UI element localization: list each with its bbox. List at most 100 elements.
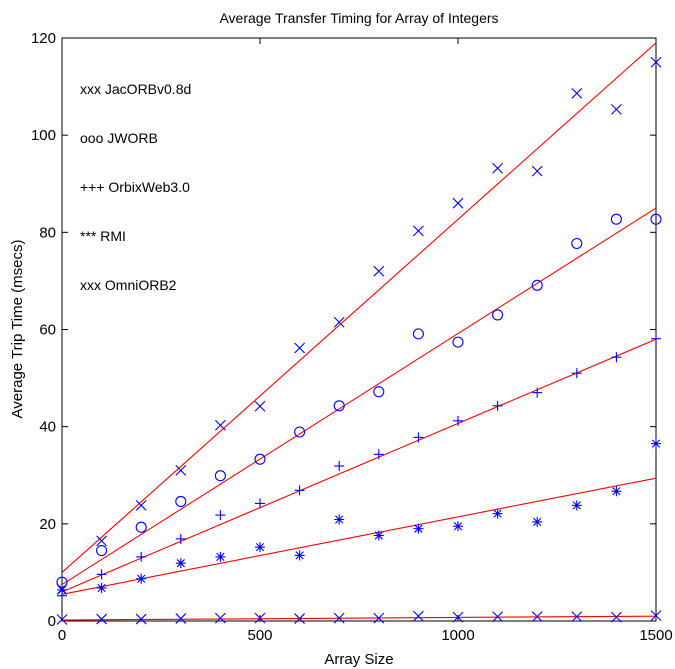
plot-area	[61, 37, 657, 622]
y-tick-label: 100	[31, 127, 56, 144]
data-point-series-1	[611, 104, 622, 115]
data-point-series-5	[611, 611, 622, 623]
data-point-series-4	[175, 558, 186, 569]
data-point-series-4	[294, 550, 305, 561]
x-tick-label: 1500	[639, 627, 672, 644]
data-point-series-2	[531, 279, 543, 291]
data-point-series-3	[532, 387, 543, 398]
data-point-series-2	[452, 336, 464, 348]
data-point-series-1	[531, 165, 543, 177]
data-point-series-2	[492, 309, 504, 321]
data-point-series-3	[373, 449, 384, 460]
data-point-series-3	[294, 485, 305, 496]
data-point-series-2	[214, 470, 226, 482]
data-point-series-5	[175, 613, 187, 624]
data-point-series-3	[453, 415, 463, 426]
data-point-series-3	[651, 333, 661, 344]
data-point-series-4	[492, 508, 503, 519]
data-point-series-1	[492, 162, 503, 174]
data-point-series-1	[175, 465, 187, 476]
y-tick-label: 120	[31, 30, 56, 47]
fit-lines-layer	[61, 42, 657, 621]
chart-title: Average Transfer Timing for Array of Int…	[219, 10, 498, 26]
data-point-series-4	[453, 521, 463, 532]
fit-line-series-3	[61, 338, 657, 593]
data-point-series-4	[255, 542, 265, 553]
data-point-series-5	[413, 610, 424, 622]
data-point-series-2	[254, 453, 266, 465]
legend-annotation: +++ OrbixWeb3.0	[80, 179, 190, 195]
y-axis-label: Average Trip Time (msecs)	[9, 240, 26, 419]
legend-annotation: ooo JWORB	[80, 130, 158, 146]
data-point-series-4	[571, 500, 582, 511]
data-point-series-1	[96, 535, 107, 547]
data-point-series-4	[215, 551, 226, 562]
x-tick-label: 1000	[441, 627, 474, 644]
data-point-series-1	[215, 419, 226, 431]
markers-layer	[56, 56, 662, 625]
data-point-series-1	[254, 400, 266, 412]
data-point-series-2	[610, 213, 622, 225]
data-point-series-1	[294, 342, 305, 354]
data-point-series-2	[373, 386, 385, 398]
data-point-series-2	[96, 545, 108, 557]
legend-annotation: *** RMI	[80, 228, 126, 244]
data-point-series-4	[373, 530, 384, 541]
legend-annotation: xxx OmniORB2	[80, 277, 177, 293]
data-point-series-3	[136, 551, 147, 562]
data-point-series-2	[294, 426, 306, 438]
data-point-series-3	[334, 461, 345, 472]
data-point-series-5	[56, 614, 68, 625]
x-axis-label: Array Size	[324, 651, 393, 668]
data-point-series-4	[57, 584, 67, 595]
data-point-series-5	[452, 611, 464, 623]
data-point-series-2	[571, 237, 583, 250]
data-point-series-3	[611, 352, 622, 363]
data-point-series-2	[175, 495, 187, 508]
x-tick-label: 0	[58, 627, 66, 644]
data-point-series-1	[571, 87, 583, 99]
data-point-series-2	[412, 328, 424, 340]
data-point-series-3	[571, 368, 582, 379]
data-point-series-4	[611, 486, 622, 497]
y-tick-label: 40	[39, 419, 56, 436]
y-tick-label: 80	[39, 224, 56, 241]
data-point-series-5	[492, 611, 503, 623]
data-point-series-3	[255, 498, 265, 509]
data-point-series-3	[492, 400, 503, 411]
data-point-series-2	[650, 213, 662, 225]
data-point-series-5	[650, 610, 662, 622]
data-point-series-4	[96, 582, 107, 593]
fit-line-series-5	[61, 615, 657, 621]
fit-line-series-1	[61, 42, 657, 573]
data-point-series-4	[334, 514, 345, 525]
data-point-series-4	[413, 523, 424, 534]
data-point-series-5	[571, 611, 583, 623]
data-point-series-1	[452, 197, 464, 209]
data-point-series-2	[333, 400, 345, 412]
data-point-series-3	[175, 533, 186, 544]
annotations-layer: xxx JacORBv0.8d ooo JWORB +++ OrbixWeb3.0 *…	[80, 81, 191, 293]
data-point-series-4	[651, 438, 661, 449]
data-point-series-3	[215, 510, 226, 521]
data-point-series-1	[650, 56, 662, 68]
legend-annotation: xxx JacORBv0.8d	[80, 81, 191, 97]
fit-line-series-2	[61, 207, 657, 586]
data-point-series-3	[413, 432, 424, 443]
data-point-series-5	[294, 613, 305, 624]
data-point-series-1	[333, 316, 345, 328]
data-point-series-5	[254, 612, 266, 624]
data-point-series-5	[333, 612, 345, 624]
y-tick-label: 0	[48, 613, 56, 630]
y-tick-label: 60	[39, 322, 56, 339]
data-point-series-3	[96, 569, 107, 580]
data-point-series-5	[215, 612, 226, 624]
data-point-series-2	[135, 521, 147, 533]
data-point-series-5	[96, 613, 107, 625]
data-point-series-4	[532, 516, 543, 527]
data-point-series-5	[531, 611, 543, 623]
data-point-series-1	[413, 225, 424, 237]
fit-line-series-4	[61, 477, 657, 595]
data-point-series-1	[373, 265, 385, 277]
